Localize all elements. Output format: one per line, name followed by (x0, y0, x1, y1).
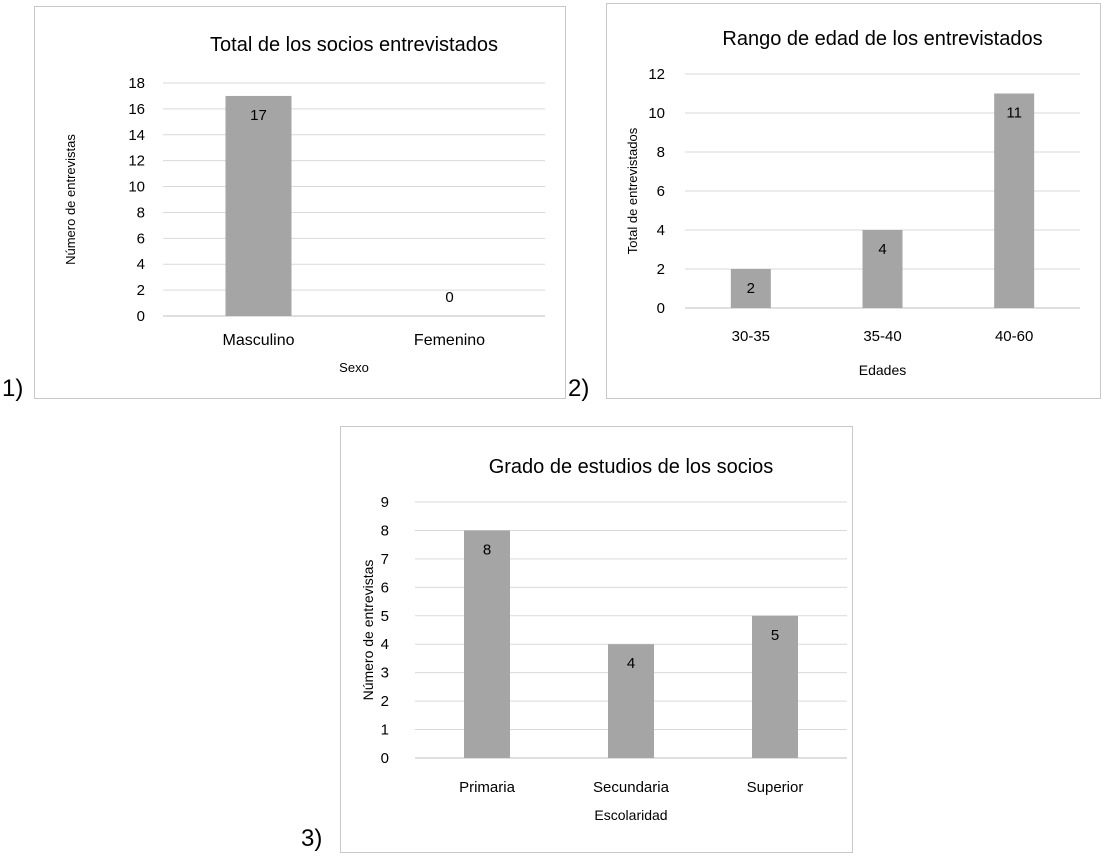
y-tick-label: 4 (657, 222, 665, 239)
y-tick-label: 0 (657, 300, 665, 317)
panel-label-2: 2) (568, 375, 590, 402)
data-label: 0 (445, 289, 453, 306)
panel-label-1: 1) (2, 375, 24, 402)
x-tick-label: 40-60 (995, 328, 1033, 345)
y-tick-label: 8 (657, 144, 665, 161)
y-tick-label: 2 (137, 282, 145, 299)
panel-label-3: 3) (301, 825, 323, 852)
y-tick-label: 2 (381, 693, 389, 710)
chart-svg: Total de los socios entrevistados 0 2 4 6 8 10… (63, 34, 545, 375)
chart-edades: Rango de edad de los entrevistados 0 2 4 6 8 1… (606, 3, 1101, 399)
bar (608, 644, 654, 758)
chart-title: Total de los socios entrevistados (210, 34, 498, 56)
data-label: 2 (747, 280, 755, 297)
y-tick-label: 10 (128, 179, 145, 196)
bar (752, 615, 798, 758)
x-tick-label: 35-40 (863, 328, 901, 345)
data-label: 5 (771, 627, 779, 644)
bar (225, 95, 292, 316)
y-tick-label: 6 (657, 183, 665, 200)
bar (862, 230, 903, 308)
x-axis-label: Escolaridad (594, 807, 667, 823)
y-tick-label: 4 (137, 256, 145, 273)
x-tick-label: Masculino (222, 332, 294, 349)
y-tick-label: 12 (128, 153, 145, 170)
y-tick-label: 3 (381, 665, 389, 682)
y-tick-label: 8 (381, 522, 389, 539)
y-tick-label: 10 (648, 105, 665, 122)
data-label: 8 (483, 541, 491, 558)
x-axis-label: Edades (859, 362, 906, 378)
bar (464, 530, 510, 758)
y-tick-label: 2 (657, 261, 665, 278)
y-tick-label: 4 (381, 636, 389, 653)
x-tick-label: Secundaria (593, 779, 670, 796)
y-tick-label: 16 (128, 101, 145, 118)
data-label: 4 (627, 655, 635, 672)
chart-title: Rango de edad de los entrevistados (722, 28, 1042, 50)
y-axis-label: Número de entrevistas (63, 134, 78, 265)
y-tick-label: 8 (137, 204, 145, 221)
y-tick-label: 9 (381, 494, 389, 511)
bar (994, 93, 1035, 308)
y-tick-label: 18 (128, 75, 145, 92)
x-tick-label: Femenino (414, 332, 485, 349)
x-tick-label: Primaria (459, 779, 515, 796)
y-tick-label: 0 (381, 750, 389, 767)
chart-svg: Grado de estudios de los socios 0 1 2 3 4 5 6 7 8… (360, 456, 847, 823)
y-tick-label: 1 (381, 722, 389, 739)
chart-svg: Rango de edad de los entrevistados 0 2 4 6 8 1… (625, 28, 1080, 378)
chart-title: Grado de estudios de los socios (489, 456, 774, 478)
y-tick-label: 6 (137, 230, 145, 247)
y-tick-label: 5 (381, 608, 389, 625)
data-label: 17 (250, 107, 267, 124)
data-label: 4 (878, 241, 886, 258)
y-tick-label: 0 (137, 308, 145, 325)
x-tick-label: Superior (747, 779, 804, 796)
y-axis-label: Total de entrevistados (625, 127, 640, 254)
y-tick-label: 12 (648, 66, 665, 83)
chart-sexo: Total de los socios entrevistados 0 2 4 6 8 10… (34, 6, 566, 399)
x-axis-label: Sexo (339, 360, 369, 375)
bar (730, 269, 771, 308)
x-tick-label: 30-35 (732, 328, 770, 345)
y-tick-label: 6 (381, 579, 389, 596)
y-tick-label: 7 (381, 551, 389, 568)
y-axis-label: Número de entrevistas (360, 560, 376, 701)
y-tick-label: 14 (128, 127, 145, 144)
data-label: 11 (1006, 105, 1022, 122)
chart-escolaridad: Grado de estudios de los socios 0 1 2 3 4 5 6 7 8… (340, 426, 853, 853)
